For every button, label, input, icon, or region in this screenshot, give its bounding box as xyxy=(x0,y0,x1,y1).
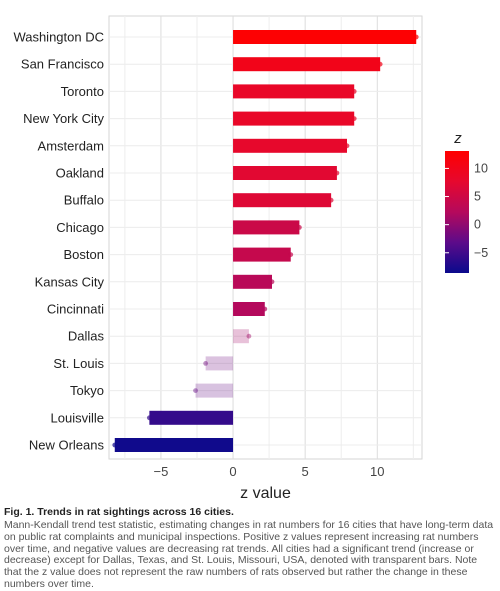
category-label: Oakland xyxy=(56,166,104,181)
x-axis-label: z value xyxy=(240,485,291,502)
x-tick-labels: −5 0 5 10 xyxy=(154,464,385,479)
x-tick-label: 0 xyxy=(229,464,236,479)
plot-area xyxy=(108,15,423,460)
colorbar-tick-label: 0 xyxy=(474,218,481,232)
colorbar-legend: z 10 5 0 −5 xyxy=(445,130,488,273)
chart: Washington DC San Francisco Toronto New Yor… xyxy=(13,15,488,502)
colorbar-tick-label: 10 xyxy=(474,161,488,175)
bar-endpoint xyxy=(296,225,302,230)
bar-amsterdam xyxy=(233,138,347,153)
x-tick-label: 5 xyxy=(302,464,309,479)
bar-endpoint xyxy=(193,388,198,393)
bar-endpoint xyxy=(351,89,357,94)
bar-endpoint xyxy=(112,442,118,448)
bar-chicago xyxy=(233,220,300,235)
category-label: Tokyo xyxy=(70,383,104,398)
category-label: Dallas xyxy=(68,329,105,344)
bar-st-louis xyxy=(205,356,234,371)
caption-title: Fig. 1. Trends in rat sightings across 1… xyxy=(4,506,234,518)
bar-new-york-city xyxy=(233,111,355,126)
bar-louisville xyxy=(149,410,234,425)
bar-cincinnati xyxy=(233,302,265,316)
bar-tokyo xyxy=(195,383,234,398)
category-labels: Washington DC San Francisco Toronto New Yor… xyxy=(13,30,104,453)
caption-body: Mann-Kendall trend test statistic, estim… xyxy=(4,519,494,590)
bar-endpoint xyxy=(262,306,268,312)
bar-dallas xyxy=(233,329,249,344)
bar-endpoint xyxy=(328,197,334,203)
colorbar-tick-label: −5 xyxy=(474,246,488,260)
category-label: New Orleans xyxy=(29,438,105,453)
bar-washington-dc xyxy=(233,30,417,44)
bars xyxy=(112,30,419,452)
bar-boston xyxy=(233,247,291,262)
colorbar-title: z xyxy=(453,130,462,147)
colorbar-tick-label: 5 xyxy=(474,190,481,204)
bar-endpoint xyxy=(334,170,340,176)
category-label: St. Louis xyxy=(53,356,104,371)
bar-endpoint xyxy=(269,279,275,285)
category-label: Cincinnati xyxy=(47,302,104,317)
category-label: Kansas City xyxy=(35,274,105,289)
bar-buffalo xyxy=(233,193,332,208)
bar-chart-svg: Washington DC San Francisco Toronto New Yor… xyxy=(13,15,488,502)
bar-endpoint xyxy=(344,143,350,149)
bar-endpoint xyxy=(288,252,294,257)
x-tick-label: 10 xyxy=(370,464,384,479)
category-label: Louisville xyxy=(51,410,104,425)
bar-endpoint xyxy=(146,415,152,421)
category-label: Toronto xyxy=(61,84,104,99)
category-label: San Francisco xyxy=(21,57,104,72)
bar-endpoint xyxy=(413,34,419,40)
category-label: Boston xyxy=(64,247,104,262)
bar-endpoint xyxy=(377,61,383,67)
bar-toronto xyxy=(233,84,355,99)
category-label: New York City xyxy=(23,111,104,126)
colorbar xyxy=(445,151,469,273)
bar-endpoint xyxy=(351,116,357,121)
category-label: Washington DC xyxy=(13,30,104,45)
category-label: Chicago xyxy=(56,220,104,235)
category-label: Amsterdam xyxy=(38,138,104,153)
bar-endpoint xyxy=(203,361,209,366)
category-label: Buffalo xyxy=(64,193,104,208)
bar-kansas-city xyxy=(233,274,272,289)
bar-san-francisco xyxy=(233,57,381,72)
figure-caption: Fig. 1. Trends in rat sightings across 1… xyxy=(4,506,496,591)
bar-endpoint xyxy=(246,333,252,339)
x-tick-label: −5 xyxy=(154,464,169,479)
bar-oakland xyxy=(233,166,337,180)
bar-new-orleans xyxy=(114,438,234,452)
